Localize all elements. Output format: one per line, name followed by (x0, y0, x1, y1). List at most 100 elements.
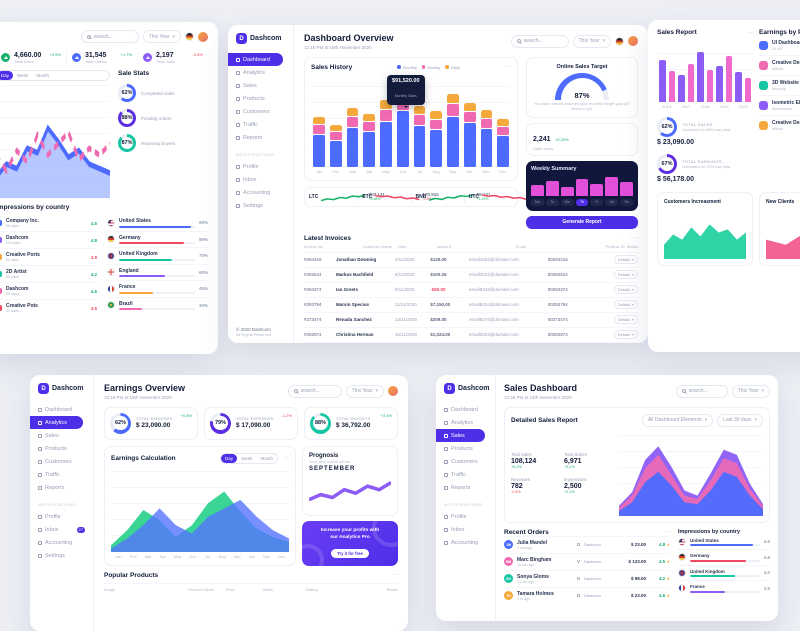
year-filter-dropdown[interactable]: This Year ▾ (572, 34, 611, 48)
country-row[interactable]: France 45% (107, 280, 208, 297)
toggle-option[interactable]: Day (0, 71, 14, 80)
search-input[interactable]: search... (287, 384, 342, 398)
country-row[interactable]: United States 4.5 (678, 535, 770, 550)
more-menu-icon[interactable]: ··· (747, 29, 753, 36)
sidebar-item[interactable]: Dashboard (228, 53, 283, 66)
weekday-pill[interactable]: Th (575, 198, 589, 206)
weekday-pill[interactable]: Mo (531, 198, 544, 206)
product-row[interactable]: Isometric ElementsIllustrations (759, 95, 800, 115)
more-menu-icon[interactable]: ··· (392, 572, 398, 578)
country-row[interactable]: France 3.9 (678, 580, 770, 596)
avatar[interactable] (198, 31, 208, 42)
weekday-pill[interactable]: Sa (605, 198, 619, 206)
sidebar-item[interactable]: Customers (30, 455, 93, 468)
product-row[interactable]: Creative Designer eBookeBook (759, 115, 800, 135)
sidebar-item[interactable]: Reports (228, 131, 293, 144)
sidebar-item[interactable]: Traffic (30, 468, 93, 481)
avatar[interactable] (388, 386, 398, 397)
sidebar-item[interactable]: Reports (436, 481, 495, 494)
details-button[interactable]: Details ▾ (613, 255, 638, 264)
sidebar-item[interactable]: Accounting (436, 536, 495, 549)
sidebar-item[interactable]: Customers (228, 105, 293, 118)
range-dropdown[interactable]: Last 30 days ▾ (717, 413, 763, 427)
company-row[interactable]: Dashcom 124 sales 4.8 (0, 231, 97, 248)
company-row[interactable]: Company Inc. 86 sales 4.5 (0, 215, 97, 231)
sidebar-item[interactable]: Profile (228, 160, 293, 173)
more-menu-icon[interactable]: ··· (632, 235, 638, 241)
details-button[interactable]: Details ▾ (613, 330, 638, 339)
ticker[interactable]: BNB 69.141 +1.24% (412, 190, 490, 203)
details-button[interactable]: Details ▾ (613, 300, 638, 309)
search-input[interactable]: search... (510, 34, 569, 48)
toggle-option[interactable]: Month (36, 73, 49, 78)
country-row[interactable]: England 60% (107, 263, 208, 281)
sidebar-item[interactable]: Sales (436, 429, 485, 442)
company-row[interactable]: Dashcom 96 sales 4.6 (0, 282, 97, 299)
company-row[interactable]: Creative Pots 31 sales 3.5 (0, 299, 97, 316)
sidebar-item[interactable]: Inbox (436, 523, 495, 536)
year-filter-dropdown[interactable]: This Year ▾ (345, 384, 384, 398)
company-row[interactable]: Creative Ports 65 sales 3.9 (0, 248, 97, 265)
sidebar-item[interactable]: Inbox 27 (30, 523, 93, 536)
sidebar-item[interactable]: Accounting (228, 186, 293, 199)
elements-filter-dropdown[interactable]: All Dashboard Elements ▾ (641, 413, 714, 427)
sidebar-item[interactable]: Analytics (30, 416, 83, 429)
year-filter-dropdown[interactable]: This Year ▾ (142, 30, 181, 43)
more-menu-icon[interactable]: ··· (504, 64, 511, 70)
more-menu-icon[interactable]: ··· (664, 529, 670, 535)
sidebar-item[interactable]: Customers (436, 455, 495, 468)
country-row[interactable]: Germany 4.8 (678, 549, 770, 565)
sidebar-item[interactable]: Products (228, 92, 293, 105)
sidebar-item[interactable]: Analytics (228, 66, 293, 79)
toggle-option[interactable]: Week (17, 73, 29, 78)
details-button[interactable]: Details ▾ (613, 285, 638, 294)
sidebar-item[interactable]: Sales (30, 429, 93, 442)
ticker[interactable]: UTC530.470-2.87% (465, 191, 546, 203)
country-row[interactable]: Germany 85% (107, 230, 208, 248)
brand[interactable]: D Dashcom (436, 383, 495, 394)
avatar[interactable] (628, 36, 638, 47)
sidebar-item[interactable]: Products (436, 442, 495, 455)
company-row[interactable]: 2D Artist 58 sales 4.2 (0, 265, 97, 282)
sidebar-item[interactable]: Traffic (436, 468, 495, 481)
brand[interactable]: D Dashcom (30, 383, 93, 394)
sidebar-item[interactable]: Products (30, 442, 93, 455)
sidebar-item[interactable]: Settings (228, 199, 293, 212)
weekday-pill[interactable]: We (560, 198, 574, 206)
sidebar-item[interactable]: Settings (30, 549, 93, 562)
sidebar-item[interactable]: Inbox (228, 173, 293, 186)
language-flag-icon[interactable] (615, 36, 624, 46)
sidebar-item[interactable]: Profile (436, 510, 495, 523)
sidebar-item[interactable]: Traffic (228, 118, 293, 131)
sidebar-item[interactable]: Accounting (30, 536, 93, 549)
sidebar-item[interactable]: Profile (30, 510, 93, 523)
year-filter-dropdown[interactable]: This Year ▾ (731, 384, 770, 398)
country-row[interactable]: United States 95% (107, 215, 208, 231)
product-row[interactable]: Creative Designer eBookeBook (759, 55, 800, 75)
ticker[interactable]: LTC 203.141 +6.48% (305, 190, 385, 203)
toggle-option[interactable]: Month (260, 455, 273, 461)
country-row[interactable]: Brazil 30% (107, 296, 208, 314)
details-button[interactable]: Details ▾ (613, 315, 638, 324)
search-input[interactable]: search... (80, 30, 139, 43)
brand[interactable]: D Dashcom (228, 33, 293, 44)
weekday-pill[interactable]: Su (620, 198, 634, 206)
ticker[interactable]: ETC 170.915 -0.89% (358, 190, 439, 203)
product-row[interactable]: 3D Website MockupMockup (759, 75, 800, 95)
weekday-pill[interactable]: Tu (545, 198, 559, 206)
toggle-option[interactable]: Day (221, 453, 238, 463)
country-row[interactable]: United Kingdom 70% (107, 247, 208, 264)
sidebar-item[interactable]: Analytics (436, 416, 495, 429)
sidebar-item[interactable]: Reports (30, 481, 93, 494)
weekday-pill[interactable]: Fr (590, 198, 604, 206)
sidebar-item[interactable]: Dashboard (30, 403, 93, 416)
more-menu-icon[interactable]: ··· (283, 455, 289, 461)
sidebar-item[interactable]: Sales (228, 79, 293, 92)
toggle-option[interactable]: Week (241, 455, 253, 461)
language-flag-icon[interactable] (185, 32, 194, 41)
details-button[interactable]: Details ▾ (613, 270, 638, 279)
